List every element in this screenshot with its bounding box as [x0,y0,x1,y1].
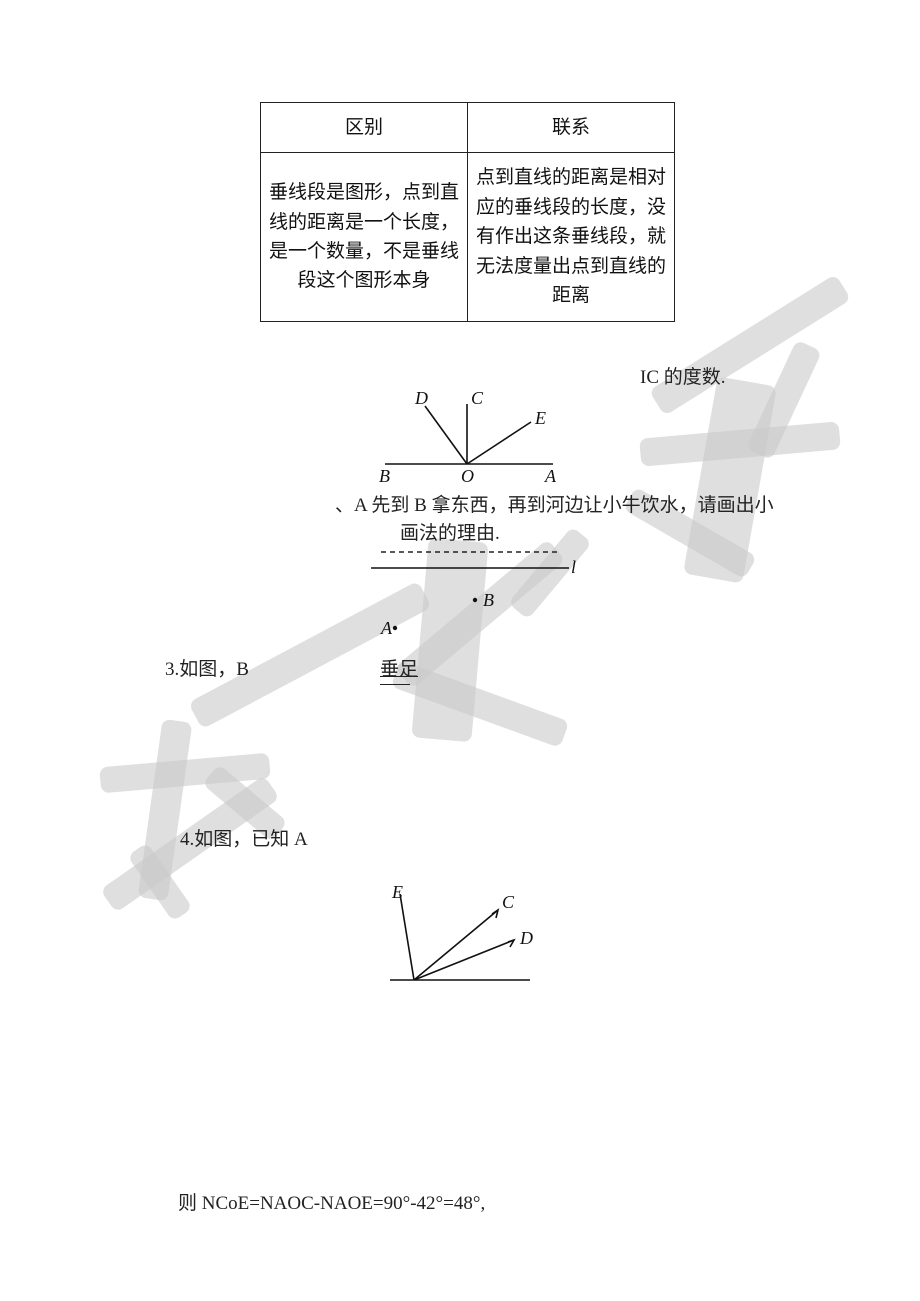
td-left-text: 垂线段是图形，点到直线的距离是一个长度，是一个数量，不是垂线段这个图形本身 [269,178,459,296]
th-left-text: 区别 [345,117,383,138]
diagram-river: l B A [355,540,585,640]
table-cell-right: 点到直线的距离是相对应的垂线段的长度，没有作出这条垂线段，就无法度量出点到直线的… [468,153,675,321]
diagram-label: A [544,466,557,486]
diagram-ecd: E C D [380,884,550,994]
page: 区别 联系 垂线段是图形，点到直线的距离是一个长度，是一个数量，不是垂线段这个图… [0,0,920,1301]
diagram-label: E [534,408,546,428]
diagram-label: B [483,590,494,610]
comparison-table: 区别 联系 垂线段是图形，点到直线的距离是一个长度，是一个数量，不是垂线段这个图… [260,102,675,322]
diagram-label: O [461,466,474,486]
text-fragment-foot: 垂足 [380,654,418,681]
table-header-left: 区别 [261,103,468,153]
diagram-label: E [391,884,403,902]
text-fragment-degrees: IC 的度数. [640,362,726,389]
diagram-label: l [571,557,576,577]
text-fragment-q3: 3.如图，B [165,654,249,681]
diagram-label: D [414,392,428,408]
table-cell-left: 垂线段是图形，点到直线的距离是一个长度，是一个数量，不是垂线段这个图形本身 [261,153,468,321]
diagram-label: C [471,392,484,408]
td-right-text: 点到直线的距离是相对应的垂线段的长度，没有作出这条垂线段，就无法度量出点到直线的… [476,163,666,310]
underline-mark [380,684,410,685]
diagram-label: C [502,892,515,912]
text-fragment-q4: 4.如图，已知 A [180,824,308,851]
diagram-label: D [519,928,533,948]
th-right-text: 联系 [552,117,590,138]
diagram-label: B [379,466,390,486]
text-fragment-problem2a: 、A 先到 B 拿东西，再到河边让小牛饮水，请画出小 [335,490,774,517]
text-fragment-equation: 则 NCoE=NAOC-NAOE=90°-42°=48°, [178,1188,485,1215]
diagram-angles: B O A D C E [375,392,575,482]
diagram-label: A [380,618,393,638]
table-header-right: 联系 [468,103,675,153]
